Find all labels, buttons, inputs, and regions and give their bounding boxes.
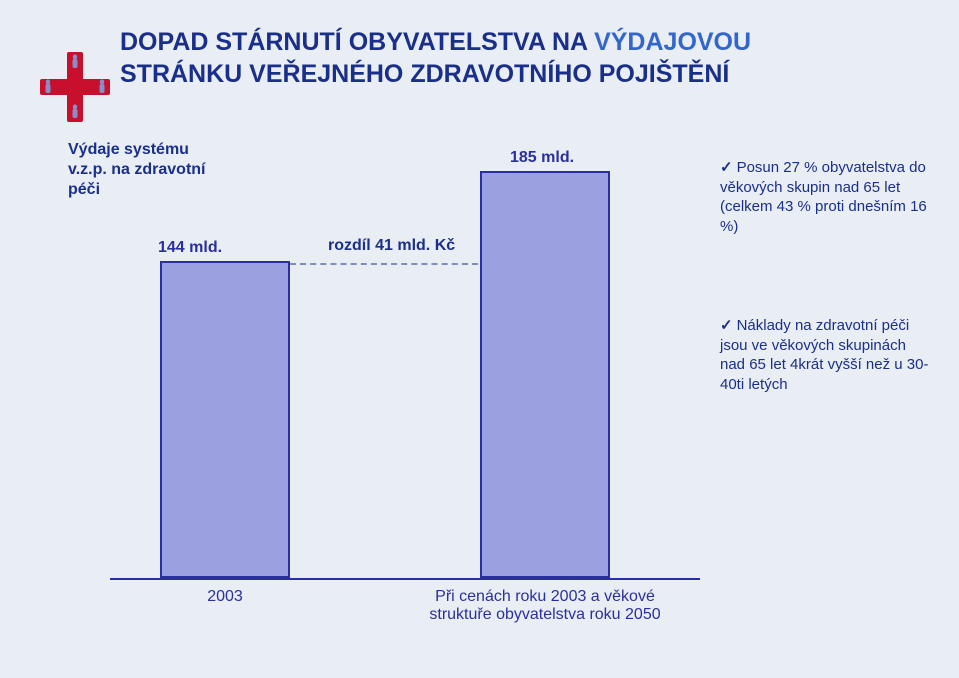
- title-line1-accent: VÝDAJOVOU: [594, 28, 751, 56]
- difference-label: rozdíl 41 mld. Kč: [328, 237, 455, 255]
- page-title: DOPAD STÁRNUTÍ OBYVATELSTVA NA VÝDAJOVOU…: [120, 26, 920, 90]
- bar: [160, 261, 290, 578]
- x-axis: [110, 578, 700, 580]
- bullet-text: Posun 27 % obyvatelstva do věkových skup…: [720, 159, 927, 235]
- bullet-list: ✓Posun 27 % obyvatelstva do věkových sku…: [720, 158, 930, 474]
- title-line2: STRÁNKU VEŘEJNÉHO ZDRAVOTNÍHO POJIŠTĚNÍ: [120, 60, 729, 88]
- bar-chart: 144 mld.2003185 mld.Při cenách roku 2003…: [80, 140, 700, 580]
- title-line1-plain: DOPAD STÁRNUTÍ OBYVATELSTVA NA: [120, 28, 594, 56]
- bar-value-label: 144 mld.: [158, 239, 222, 257]
- check-icon: ✓: [720, 317, 733, 334]
- medical-cross-logo: [40, 52, 110, 122]
- bullet-item: ✓Posun 27 % obyvatelstva do věkových sku…: [720, 158, 930, 236]
- x-category-label: Při cenách roku 2003 a věkové struktuře …: [420, 588, 670, 624]
- bullet-item: ✓Náklady na zdravotní péči jsou ve věkov…: [720, 316, 930, 394]
- slide: DOPAD STÁRNUTÍ OBYVATELSTVA NA VÝDAJOVOU…: [0, 0, 959, 678]
- header: DOPAD STÁRNUTÍ OBYVATELSTVA NA VÝDAJOVOU…: [120, 26, 920, 90]
- bar-value-label: 185 mld.: [510, 149, 574, 167]
- check-icon: ✓: [720, 159, 733, 176]
- bullet-text: Náklady na zdravotní péči jsou ve věkový…: [720, 317, 928, 393]
- x-category-label: 2003: [100, 588, 350, 606]
- difference-guide-line: [290, 263, 478, 265]
- bar: [480, 171, 610, 578]
